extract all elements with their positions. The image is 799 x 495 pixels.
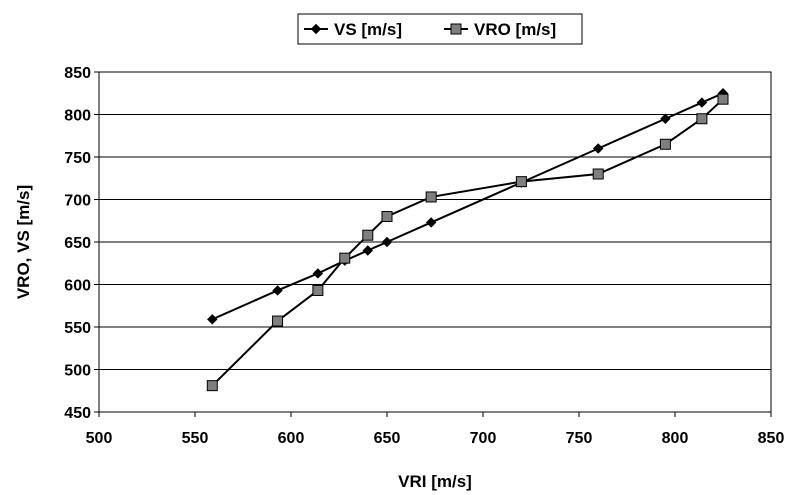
square-marker xyxy=(272,315,284,327)
y-tick-label: 500 xyxy=(64,363,91,380)
diamond-marker xyxy=(696,97,708,108)
y-tick-label: 800 xyxy=(64,108,91,125)
y-tick-label: 700 xyxy=(64,193,91,210)
x-tick-label: 550 xyxy=(182,430,209,447)
y-tick-label: 450 xyxy=(64,405,91,422)
grid xyxy=(99,114,771,370)
series-line xyxy=(211,98,724,387)
legend-item: VS [m/s] xyxy=(304,20,402,39)
diamond-marker xyxy=(272,285,283,296)
series-line xyxy=(211,92,724,321)
square-marker xyxy=(659,138,671,150)
square-marker xyxy=(362,229,374,241)
y-axis: 450 500 550 600 650 700 750 800 850 xyxy=(64,65,99,422)
diamond-marker xyxy=(660,113,671,124)
diamond-marker xyxy=(312,268,324,279)
y-tick-label: 850 xyxy=(64,65,91,82)
x-tick-label: 850 xyxy=(758,430,785,447)
y-tick-label: 550 xyxy=(64,320,91,337)
y-tick-label: 650 xyxy=(64,235,91,252)
square-marker xyxy=(450,23,462,35)
square-marker xyxy=(381,211,393,222)
square-marker xyxy=(717,93,729,105)
x-tick-label: 800 xyxy=(662,430,689,447)
square-marker xyxy=(515,176,527,188)
diamond-marker xyxy=(207,314,218,325)
y-tick-label: 750 xyxy=(64,150,91,167)
x-tick-label: 600 xyxy=(278,430,305,447)
x-tick-label: 500 xyxy=(86,430,113,447)
diamond-marker xyxy=(592,143,604,154)
square-marker xyxy=(425,191,437,203)
x-tick-label: 650 xyxy=(374,430,401,447)
square-marker xyxy=(312,284,324,296)
legend-item: VRO [m/s] xyxy=(444,20,556,39)
legend-box xyxy=(297,13,583,45)
diamond-marker xyxy=(425,217,437,228)
square-marker xyxy=(592,168,604,180)
y-axis-title: VRO, VS [m/s] xyxy=(14,185,33,299)
x-tick-label: 700 xyxy=(470,430,497,447)
x-tick-label: 750 xyxy=(566,430,593,447)
legend: VS [m/s] VRO [m/s] xyxy=(297,13,583,45)
diamond-marker xyxy=(381,236,393,248)
diamond-marker xyxy=(362,245,374,256)
diamond-marker xyxy=(310,23,322,35)
series-1 xyxy=(207,88,729,325)
series-2 xyxy=(206,93,729,392)
x-axis: 500 550 600 650 700 750 800 850 xyxy=(86,412,785,447)
y-tick-label: 600 xyxy=(64,278,91,295)
series-layer xyxy=(206,88,729,392)
square-marker xyxy=(206,380,218,392)
square-marker xyxy=(339,252,351,264)
x-axis-title: VRI [m/s] xyxy=(398,472,472,491)
square-marker xyxy=(696,113,708,125)
legend-label: VRO [m/s] xyxy=(474,20,556,39)
legend-label: VS [m/s] xyxy=(334,20,402,39)
